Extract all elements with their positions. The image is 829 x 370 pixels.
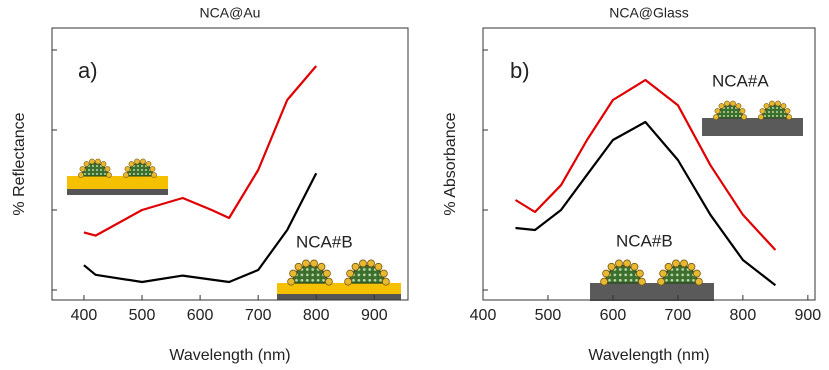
data-line	[83, 172, 318, 284]
annotation: NCA#B	[296, 232, 353, 251]
annotation: NCA#B	[616, 231, 673, 250]
annotation: NCA#A	[712, 71, 769, 90]
x-tick-label: 400	[71, 307, 98, 324]
x-tick-label: 500	[129, 307, 156, 324]
data-line	[515, 120, 777, 287]
data-line	[83, 65, 318, 237]
x-tick-label: 500	[535, 307, 562, 324]
x-tick-label: 700	[245, 307, 272, 324]
annotation: a)	[78, 58, 98, 83]
x-axis-label: Wavelength (nm)	[169, 347, 290, 364]
icon-glass-small	[702, 100, 803, 136]
chart-title: NCA@Glass	[609, 5, 689, 21]
x-tick-label: 900	[795, 307, 822, 324]
annotation: b)	[510, 58, 530, 83]
x-tick-label: 600	[187, 307, 214, 324]
y-axis-label: % Absorbance	[442, 112, 459, 215]
icon-au-large	[277, 259, 401, 300]
x-tick-label: 900	[361, 307, 388, 324]
plot-frame	[51, 27, 409, 301]
icon-au-small	[67, 158, 168, 195]
plot-frame	[482, 27, 816, 301]
x-tick-label: 700	[665, 307, 692, 324]
x-tick-label: 800	[730, 307, 757, 324]
y-axis-label: % Reflectance	[11, 112, 28, 215]
chart-title: NCA@Au	[200, 5, 261, 21]
data-line	[514, 78, 777, 251]
x-tick-label: 800	[303, 307, 330, 324]
icon-glass-large	[590, 259, 714, 301]
x-tick-label: 600	[600, 307, 627, 324]
x-tick-label: 400	[470, 307, 497, 324]
x-axis-label: Wavelength (nm)	[588, 347, 709, 364]
